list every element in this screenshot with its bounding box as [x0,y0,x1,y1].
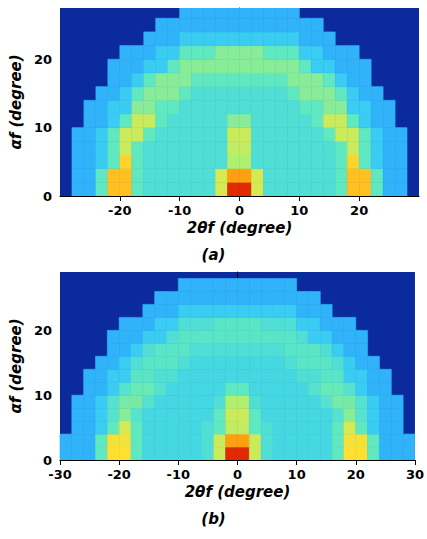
svg-text:2θf (degree): 2θf (degree) [187,219,293,237]
svg-text:(b): (b) [201,510,225,528]
svg-text:20: 20 [34,323,52,338]
svg-text:0: 0 [233,467,242,482]
svg-text:αf (degree): αf (degree) [7,318,25,413]
svg-text:20: 20 [34,52,52,67]
svg-text:-10: -10 [168,203,192,218]
svg-text:-30: -30 [48,467,72,482]
svg-text:20: 20 [347,467,365,482]
svg-text:20: 20 [350,203,368,218]
svg-text:αf (degree): αf (degree) [7,54,25,149]
svg-text:-20: -20 [108,203,132,218]
svg-text:10: 10 [34,120,52,135]
svg-text:-20: -20 [107,467,131,482]
svg-text:-10: -10 [167,467,191,482]
svg-text:10: 10 [288,467,306,482]
svg-text:2θf (degree): 2θf (degree) [185,483,291,501]
svg-text:0: 0 [43,453,52,468]
svg-text:(a): (a) [202,246,226,264]
svg-text:30: 30 [406,467,424,482]
svg-text:10: 10 [34,388,52,403]
svg-text:0: 0 [235,203,244,218]
svg-text:10: 10 [290,203,308,218]
svg-text:0: 0 [43,189,52,204]
